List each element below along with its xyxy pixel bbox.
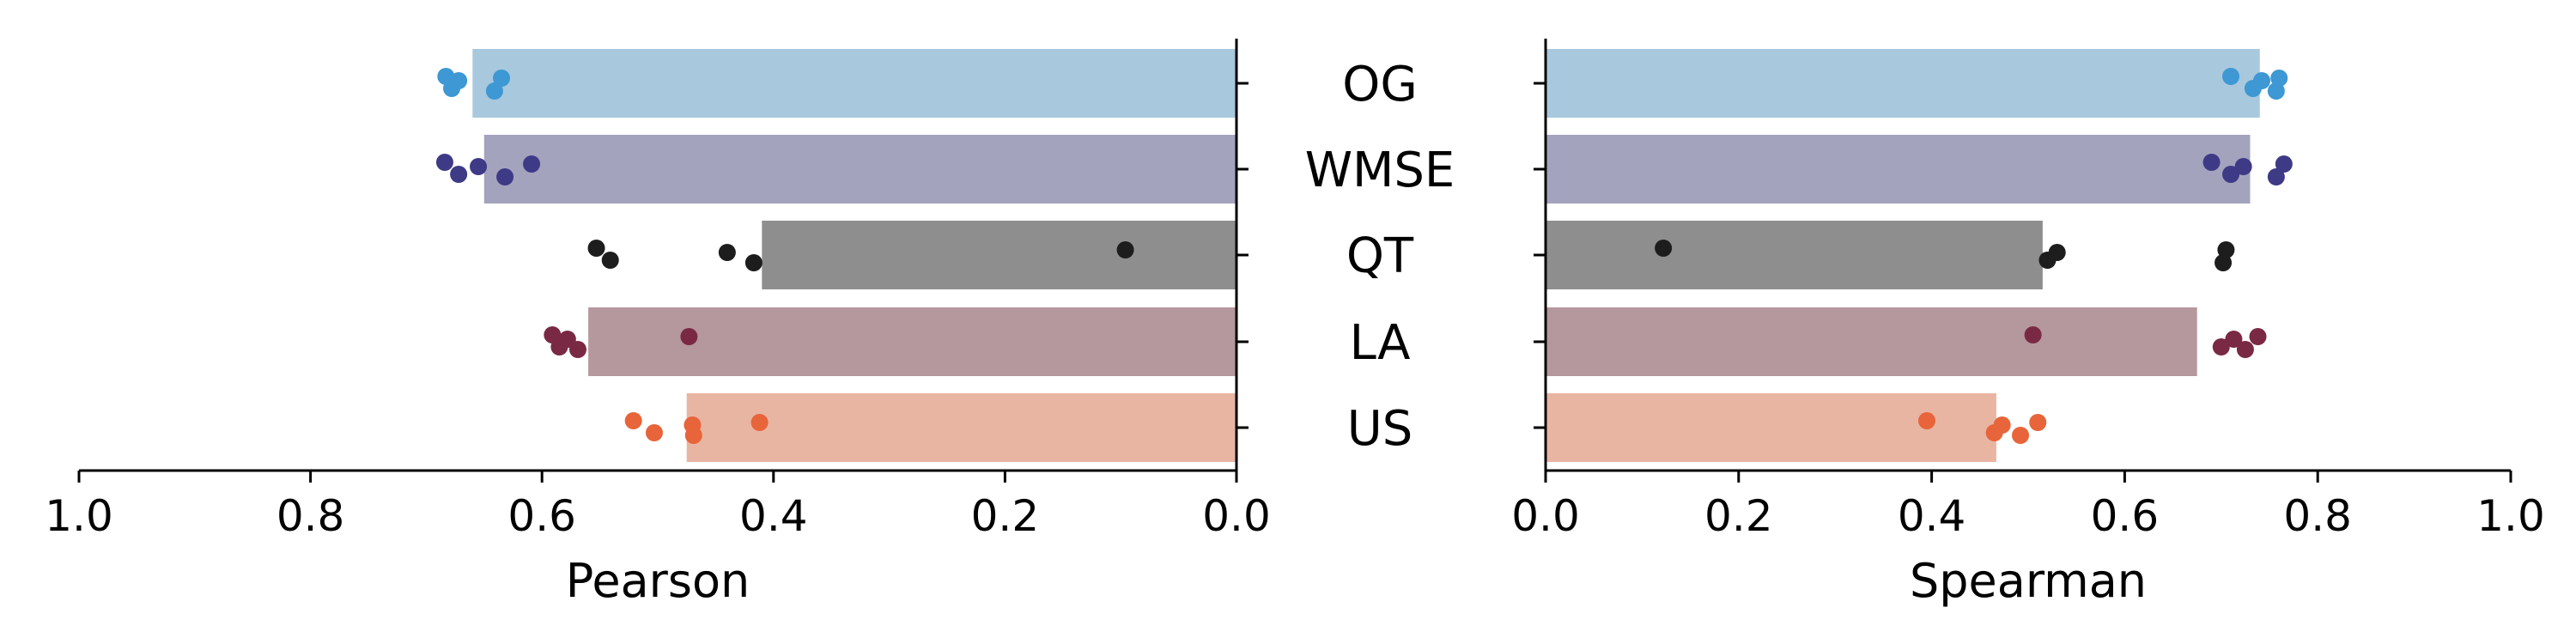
spearman-point-la	[2225, 331, 2243, 348]
pearson-point-us	[624, 412, 642, 429]
spearman-point-qt	[2217, 241, 2235, 258]
pearson-point-qt	[601, 252, 619, 269]
spearman-point-wmse	[2222, 166, 2240, 183]
pearson-axis-title: Pearson	[566, 554, 750, 608]
pearson-point-us	[645, 424, 663, 441]
category-label-og: OG	[1342, 57, 1417, 112]
spearman-point-us	[1993, 416, 2011, 434]
pearson-point-og	[493, 70, 511, 87]
pearson-panel: 1.0 0.8 0.6 0.4 0.2 0.0 Pearson	[45, 39, 1271, 608]
spearman-point-og	[2222, 68, 2240, 85]
spearman-x-tick-label: 1.0	[2476, 491, 2545, 541]
pearson-point-la	[680, 328, 698, 345]
spearman-point-wmse	[2234, 158, 2252, 175]
spearman-bar-og	[1546, 49, 2260, 118]
spearman-x-tick-label: 0.2	[1704, 491, 1773, 541]
pearson-point-qt	[1116, 241, 1134, 258]
spearman-panel: 0.0 0.2 0.4 0.6 0.8 1.0 Spearman	[1511, 39, 2545, 608]
spearman-point-qt	[2215, 254, 2233, 271]
spearman-point-wmse	[2267, 168, 2285, 185]
category-label-wmse: WMSE	[1305, 143, 1455, 198]
pearson-point-qt	[744, 254, 762, 271]
spearman-bar-la	[1546, 307, 2197, 376]
pearson-point-og	[485, 82, 503, 100]
pearson-bar-qt	[762, 221, 1236, 289]
pearson-point-og	[450, 72, 468, 89]
pearson-point-us	[684, 427, 702, 444]
spearman-point-og	[2267, 82, 2285, 100]
pearson-point-la	[568, 341, 586, 358]
spearman-point-og	[2270, 70, 2288, 87]
spearman-point-wmse	[2202, 154, 2221, 171]
pearson-bar-la	[588, 307, 1236, 376]
pearson-x-tick-label: 0.0	[1202, 491, 1271, 541]
pearson-point-wmse	[435, 154, 453, 171]
pearson-bar-us	[686, 393, 1236, 462]
spearman-point-us	[2029, 414, 2047, 431]
spearman-bar-qt	[1546, 221, 2043, 289]
spearman-axis-title: Spearman	[1910, 554, 2147, 608]
pearson-point-qt	[587, 240, 605, 257]
spearman-point-us	[2012, 427, 2030, 444]
spearman-point-og	[2253, 72, 2271, 89]
pearson-point-wmse	[496, 168, 514, 185]
pearson-point-wmse	[470, 158, 488, 175]
pearson-point-us	[750, 414, 769, 431]
pearson-x-tick-label: 0.2	[971, 491, 1040, 541]
spearman-x-tick-label: 0.4	[1898, 491, 1966, 541]
pearson-point-wmse	[450, 166, 468, 183]
spearman-x-tick-label: 0.6	[2091, 491, 2160, 541]
pearson-point-wmse	[523, 155, 541, 173]
pearson-x-tick-label: 1.0	[45, 491, 113, 541]
spearman-bar-wmse	[1546, 135, 2251, 204]
category-labels: OG WMSE QT LA US	[1305, 57, 1455, 457]
spearman-point-la	[2236, 341, 2254, 358]
pearson-point-qt	[718, 244, 736, 261]
category-label-la: LA	[1350, 315, 1411, 371]
pearson-x-tick-label: 0.6	[507, 491, 576, 541]
spearman-point-us	[1917, 412, 1935, 429]
spearman-point-qt	[2048, 244, 2066, 261]
category-label-us: US	[1347, 401, 1413, 457]
spearman-point-la	[2249, 328, 2267, 345]
pearson-bar-wmse	[483, 135, 1236, 204]
spearman-x-tick-label: 0.8	[2283, 491, 2352, 541]
spearman-x-tick-label: 0.0	[1511, 491, 1580, 541]
spearman-bar-us	[1546, 393, 1996, 462]
spearman-point-qt	[1655, 240, 1673, 257]
pearson-bar-og	[472, 49, 1236, 118]
spearman-point-la	[2212, 338, 2230, 355]
pearson-x-tick-label: 0.8	[276, 491, 345, 541]
spearman-point-la	[2024, 326, 2042, 343]
spearman-point-wmse	[2275, 155, 2293, 173]
category-label-qt: QT	[1346, 228, 1414, 284]
pearson-x-tick-label: 0.4	[739, 491, 808, 541]
